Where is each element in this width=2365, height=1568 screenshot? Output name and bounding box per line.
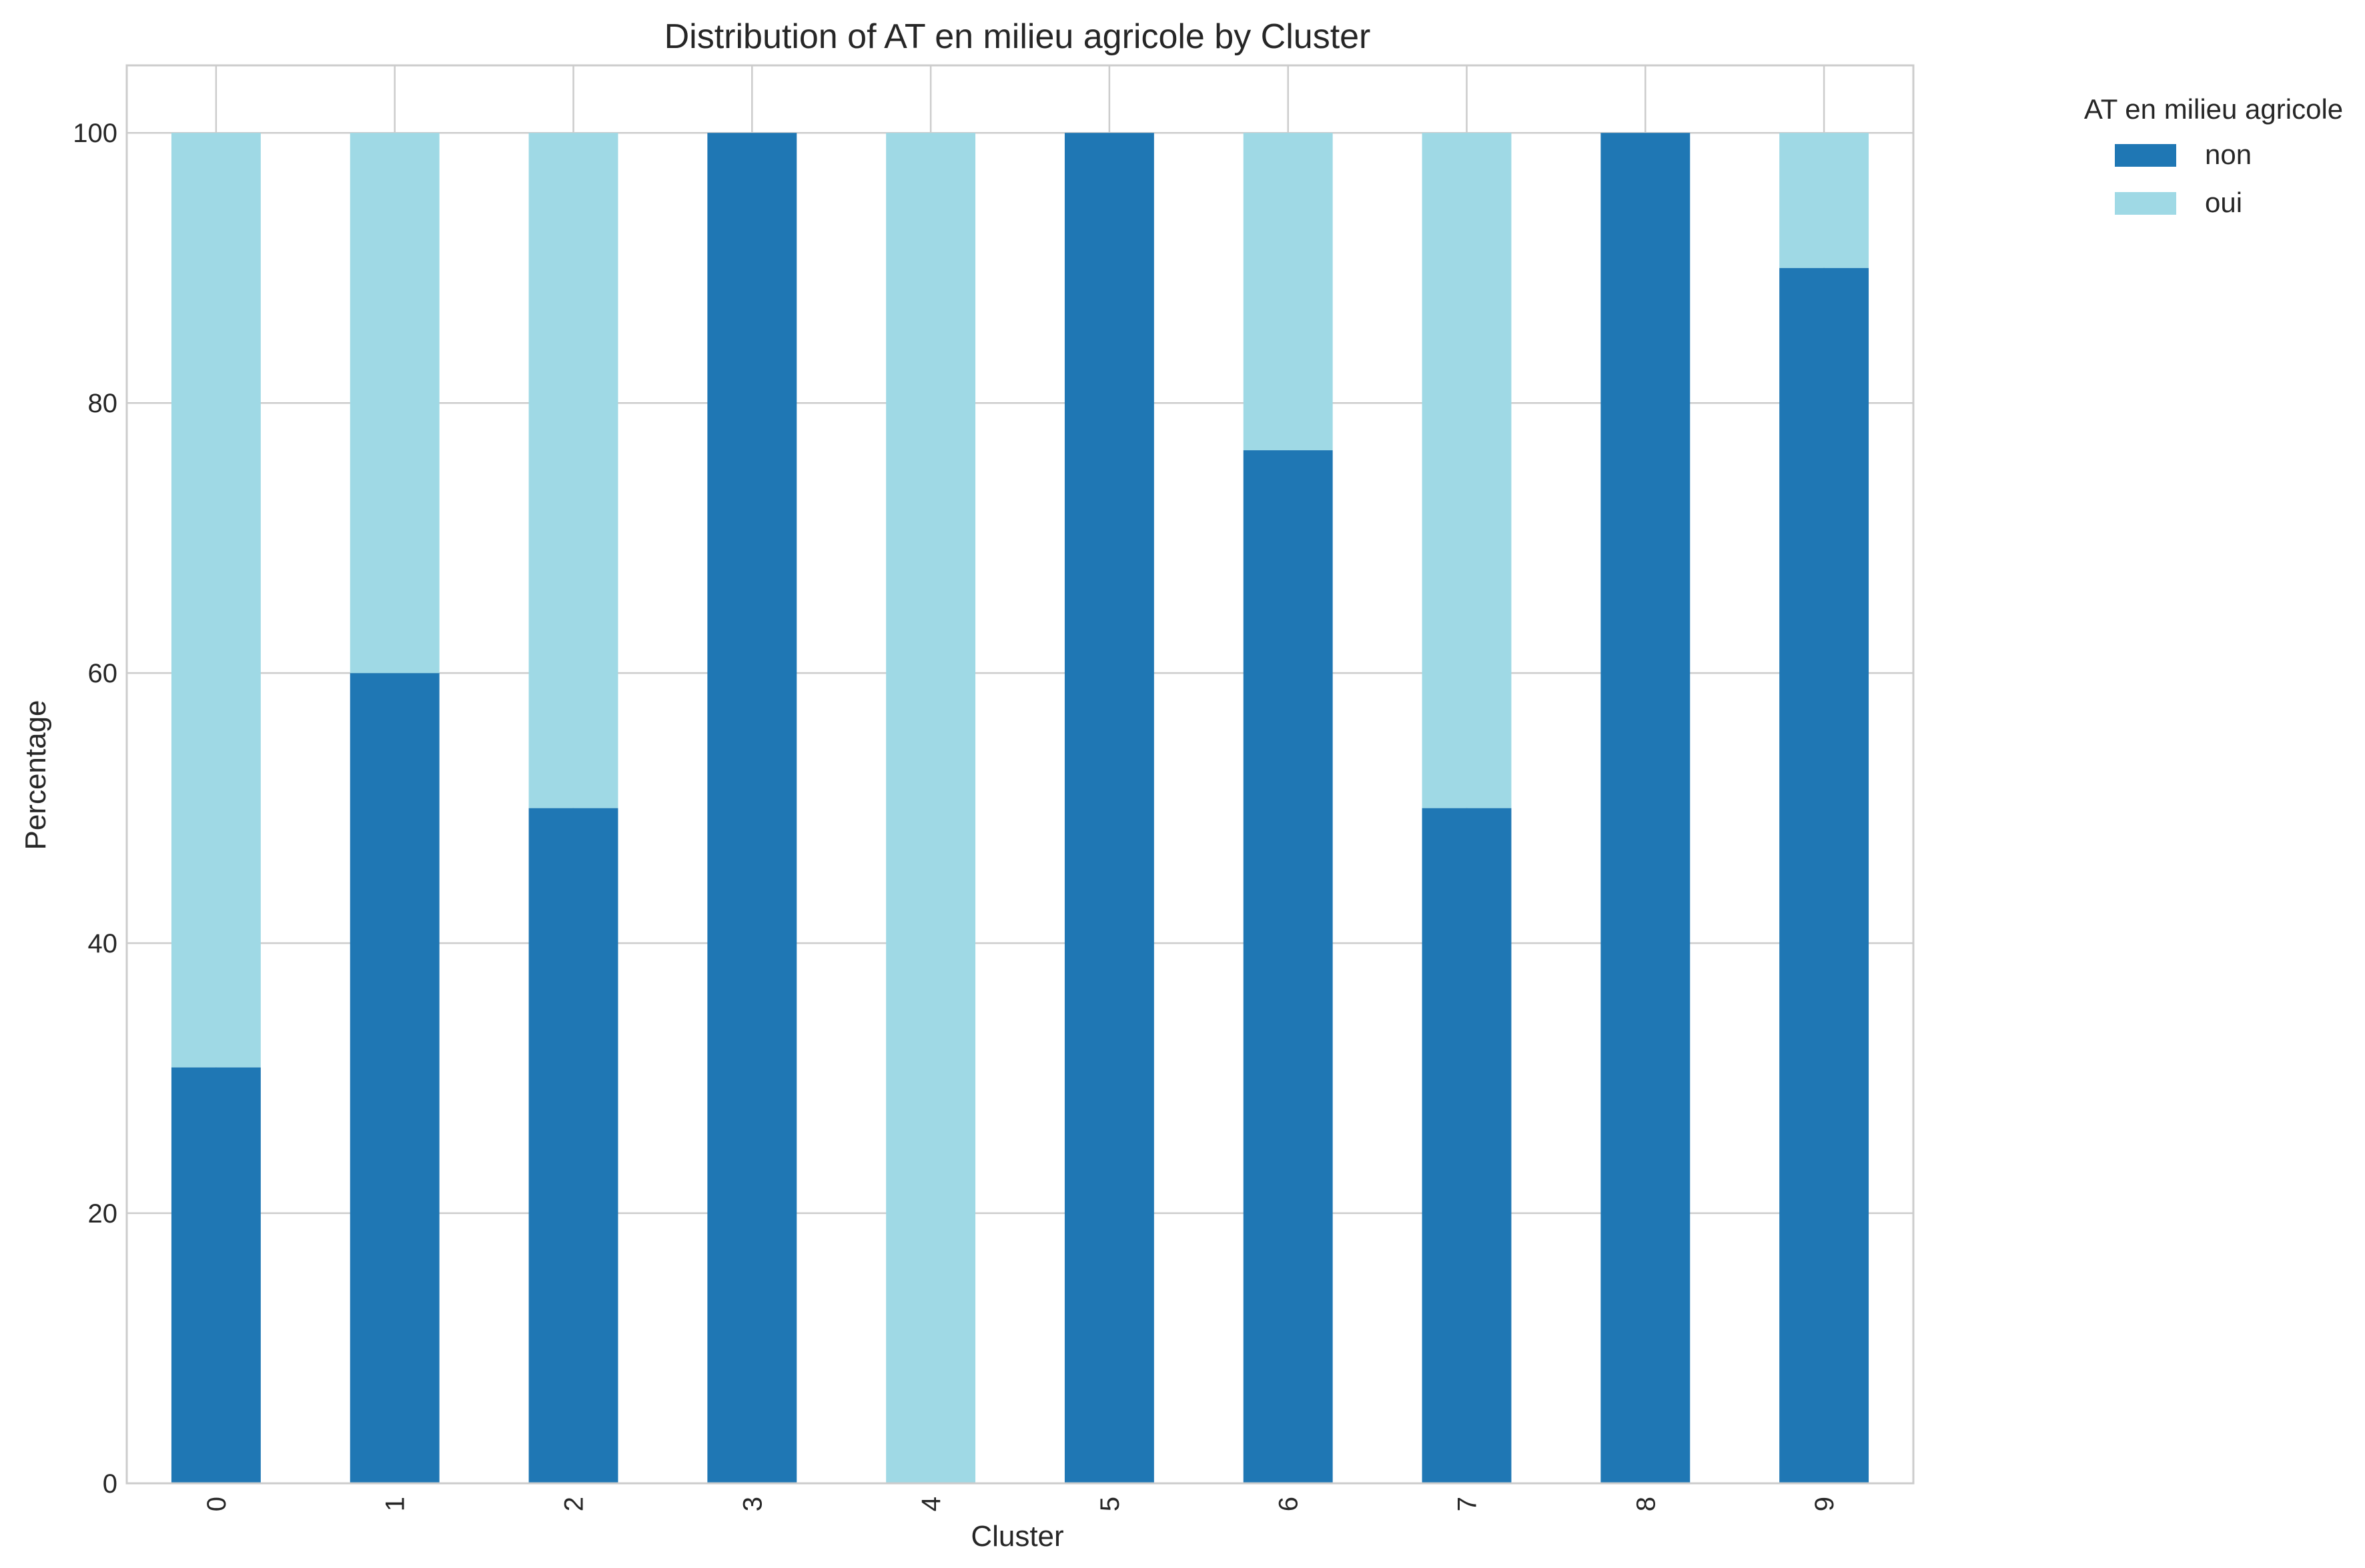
x-tick-label: 2 <box>560 1497 589 1511</box>
x-tick-label: 9 <box>1810 1497 1839 1511</box>
bar-oui-cluster-9 <box>1779 133 1869 268</box>
y-tick-label: 20 <box>88 1199 118 1229</box>
bar-non-cluster-9 <box>1779 267 1869 1483</box>
bar-non-cluster-2 <box>528 808 618 1483</box>
chart-title: Distribution of AT en milieu agricole by… <box>664 17 1371 56</box>
bar-oui-cluster-1 <box>350 133 440 674</box>
y-axis-label: Percentage <box>19 700 52 850</box>
bar-non-cluster-8 <box>1600 133 1691 1484</box>
legend-label-oui: oui <box>2205 187 2242 218</box>
bar-oui-cluster-2 <box>528 133 618 808</box>
plot-frame <box>125 64 1915 1485</box>
x-axis-ticks: 0 1 2 3 4 5 6 7 8 9 <box>202 1497 1839 1511</box>
x-tick-label: 5 <box>1095 1497 1125 1511</box>
y-tick-label: 80 <box>88 389 118 418</box>
y-tick-label: 60 <box>88 659 118 688</box>
x-tick-label: 3 <box>738 1497 767 1511</box>
legend-items: non oui <box>2115 139 2252 218</box>
y-axis-ticks: 0 20 40 60 80 100 <box>73 119 117 1499</box>
x-tick-label: 7 <box>1453 1497 1482 1511</box>
legend-swatch-oui <box>2115 192 2176 215</box>
y-tick-label: 0 <box>103 1469 117 1499</box>
legend-title: AT en milieu agricole <box>2084 93 2343 125</box>
x-tick-label: 8 <box>1631 1497 1661 1511</box>
legend-label-non: non <box>2205 139 2252 170</box>
bars <box>171 133 1869 1484</box>
x-tick-label: 6 <box>1274 1497 1304 1511</box>
y-tick-label: 40 <box>88 929 118 958</box>
bar-non-cluster-3 <box>707 133 797 1484</box>
x-tick-label: 1 <box>381 1497 410 1511</box>
bar-non-cluster-1 <box>350 673 440 1484</box>
bar-oui-cluster-4 <box>886 133 976 1484</box>
bar-non-cluster-0 <box>171 1067 261 1483</box>
x-tick-label: 0 <box>202 1497 231 1511</box>
bar-non-cluster-7 <box>1422 808 1512 1483</box>
y-tick-label: 100 <box>73 119 117 148</box>
bar-oui-cluster-0 <box>171 133 261 1068</box>
x-axis-label: Cluster <box>971 1520 1063 1553</box>
x-tick-label: 4 <box>917 1497 946 1511</box>
bar-oui-cluster-6 <box>1243 133 1333 451</box>
bar-non-cluster-5 <box>1064 133 1154 1484</box>
legend: AT en milieu agricole non oui <box>2084 93 2343 218</box>
bar-oui-cluster-7 <box>1422 133 1512 808</box>
legend-swatch-non <box>2115 144 2176 167</box>
bar-non-cluster-6 <box>1243 450 1333 1483</box>
